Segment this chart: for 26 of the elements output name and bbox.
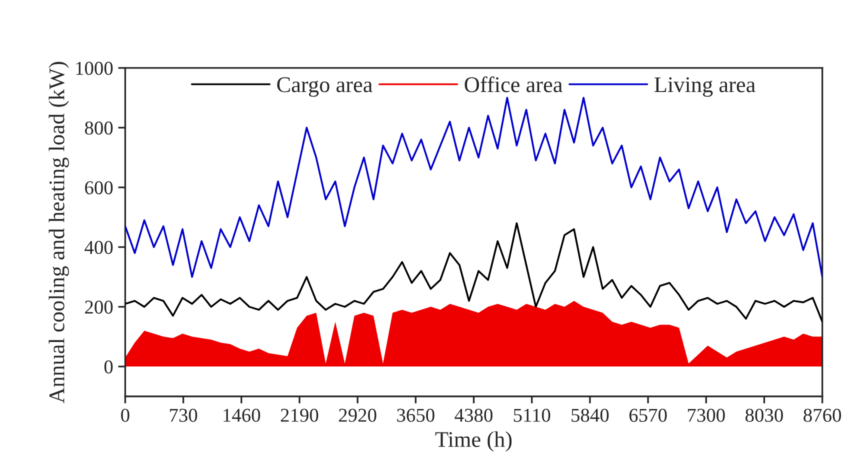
y-tick-label: 1000 (76, 62, 113, 75)
legend-label: Living area (654, 77, 756, 97)
x-tick-label: 2920 (338, 408, 376, 422)
y-tick-label: 600 (85, 181, 113, 194)
y-tick-label: 800 (84, 121, 113, 135)
x-tick-label: 6570 (629, 408, 667, 422)
legend-label: Cargo area (277, 77, 372, 97)
x-tick-label: 4380 (454, 408, 492, 422)
y-tick-label: 200 (85, 300, 113, 314)
x-tick-label: 7300 (688, 408, 725, 422)
y-tick-label: 400 (84, 240, 113, 254)
line-series (125, 222, 822, 323)
x-tick-label: 8760 (804, 408, 842, 422)
x-tick-label: 2190 (280, 408, 318, 422)
x-tick-label: 730 (170, 408, 198, 422)
y-axis-title: Annual cooling and heating load (kW) (48, 62, 69, 404)
x-tick-label: 1460 (224, 408, 260, 422)
x-tick-label: 3650 (397, 408, 434, 422)
x-tick-label: 8030 (746, 408, 783, 422)
x-tick-label: 5840 (572, 408, 609, 422)
x-tick-label: 5110 (514, 408, 550, 422)
x-tick-label: 0 (121, 408, 130, 422)
x-axis-title: Time (h) (435, 431, 512, 452)
line-series (125, 96, 822, 278)
legend-label: Office area (464, 76, 562, 92)
y-tick-label: 0 (104, 360, 113, 374)
